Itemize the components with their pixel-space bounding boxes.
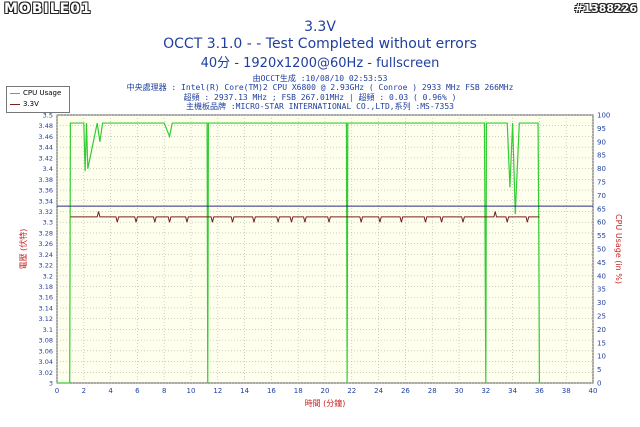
y-left-tick-label: 3.2	[43, 272, 53, 280]
y-left-tick-label: 3.18	[39, 283, 53, 291]
y-right-tick-label: 100	[597, 112, 610, 120]
y-right-tick-label: 30	[597, 299, 606, 307]
y-left-tick-label: 3.12	[39, 315, 53, 323]
x-tick-label: 30	[455, 387, 464, 395]
x-tick-label: 16	[267, 387, 276, 395]
watermark-id: #1388226	[574, 2, 637, 15]
info-generated: 由OCCT生成 :10/08/10 02:53:53	[252, 74, 388, 83]
legend-item-cpu-usage: CPU Usage	[10, 88, 61, 98]
y-right-tick-label: 90	[597, 138, 606, 146]
x-tick-label: 0	[55, 387, 59, 395]
y-left-axis-label: 電壓 (伏特)	[18, 229, 28, 270]
y-right-tick-label: 65	[597, 205, 606, 213]
legend-swatch-cpu-usage	[10, 92, 20, 94]
y-right-tick-label: 20	[597, 326, 606, 334]
x-tick-label: 22	[347, 387, 356, 395]
x-tick-label: 6	[135, 387, 140, 395]
info-overclock: 超頻 : 2937.13 MHz ; FSB 267.01MHz | 超頻 : …	[183, 93, 457, 102]
y-right-tick-label: 60	[597, 219, 606, 227]
y-right-tick-label: 25	[597, 313, 606, 321]
y-right-tick-label: 40	[597, 272, 606, 280]
y-left-tick-label: 3.1	[43, 326, 53, 334]
y-right-tick-label: 75	[597, 179, 606, 187]
series-line-3-3v	[70, 211, 540, 223]
mobile01-logo-watermark: MOBILE01	[4, 1, 92, 17]
y-left-tick-label: 3	[49, 380, 53, 388]
series-line-cpu-usage	[57, 122, 541, 384]
x-tick-label: 14	[240, 387, 249, 395]
x-tick-label: 26	[401, 387, 410, 395]
x-axis-label: 時間 (分鐘)	[305, 398, 346, 408]
x-tick-label: 4	[108, 387, 113, 395]
y-right-tick-label: 0	[597, 380, 601, 388]
y-left-tick-label: 3.36	[39, 187, 53, 195]
chart-title: 3.3V	[304, 19, 336, 35]
y-right-tick-label: 5	[597, 366, 601, 374]
y-right-tick-label: 85	[597, 152, 606, 160]
y-left-tick-label: 3.04	[39, 358, 53, 366]
y-left-tick-label: 3.22	[39, 262, 53, 270]
y-left-tick-label: 3.38	[39, 176, 53, 184]
y-right-tick-label: 70	[597, 192, 606, 200]
y-left-tick-label: 3.48	[39, 122, 53, 130]
y-left-tick-label: 3.02	[39, 369, 53, 377]
x-tick-label: 10	[187, 387, 196, 395]
x-tick-label: 32	[481, 387, 490, 395]
y-left-tick-label: 3.5	[43, 112, 53, 120]
legend-swatch-voltage	[10, 103, 20, 105]
y-right-tick-label: 80	[597, 165, 606, 173]
x-tick-label: 12	[213, 387, 222, 395]
chart-subtitle: OCCT 3.1.0 - - Test Completed without er…	[163, 36, 477, 52]
y-left-tick-label: 3.44	[39, 144, 53, 152]
info-cpu: 中央處理器 : Intel(R) Core(TM)2 CPU X6800 @ 2…	[126, 83, 514, 92]
x-tick-label: 28	[428, 387, 437, 395]
y-right-tick-label: 95	[597, 125, 606, 133]
y-right-tick-label: 15	[597, 339, 606, 347]
legend-label-voltage: 3.3V	[23, 100, 39, 108]
y-left-tick-label: 3.14	[39, 304, 53, 312]
x-tick-label: 34	[508, 387, 517, 395]
chart-legend: CPU Usage 3.3V	[6, 86, 70, 113]
y-left-tick-label: 3.4	[43, 165, 53, 173]
y-left-tick-label: 3.3	[43, 219, 53, 227]
y-left-tick-label: 3.28	[39, 229, 53, 237]
x-tick-label: 38	[562, 387, 571, 395]
x-tick-label: 36	[535, 387, 544, 395]
x-tick-label: 24	[374, 387, 383, 395]
x-tick-label: 20	[321, 387, 330, 395]
x-tick-label: 8	[162, 387, 166, 395]
y-left-tick-label: 3.24	[39, 251, 53, 259]
x-tick-label: 18	[294, 387, 303, 395]
y-right-axis-label: CPU Usage (in %)	[614, 214, 623, 284]
plot-area	[56, 114, 594, 384]
y-left-tick-label: 3.06	[39, 347, 53, 355]
y-left-tick-label: 3.42	[39, 154, 53, 162]
y-right-tick-label: 55	[597, 232, 606, 240]
y-left-tick-label: 3.34	[39, 197, 53, 205]
y-right-tick-label: 50	[597, 246, 606, 254]
y-left-tick-label: 3.26	[39, 240, 53, 248]
y-right-tick-label: 35	[597, 286, 606, 294]
legend-label-cpu-usage: CPU Usage	[23, 89, 62, 97]
y-left-tick-label: 3.08	[39, 337, 53, 345]
x-tick-label: 2	[82, 387, 86, 395]
legend-item-voltage: 3.3V	[10, 99, 39, 109]
y-left-tick-label: 3.46	[39, 133, 53, 141]
y-right-tick-label: 10	[597, 353, 606, 361]
x-tick-label: 40	[589, 387, 598, 395]
y-left-tick-label: 3.32	[39, 208, 53, 216]
chart-test-config: 40分 - 1920x1200@60Hz - fullscreen	[200, 56, 440, 71]
y-right-tick-label: 45	[597, 259, 606, 267]
info-motherboard: 主機板品牌 :MICRO-STAR INTERNATIONAL CO.,LTD,…	[186, 102, 454, 111]
y-left-tick-label: 3.16	[39, 294, 53, 302]
